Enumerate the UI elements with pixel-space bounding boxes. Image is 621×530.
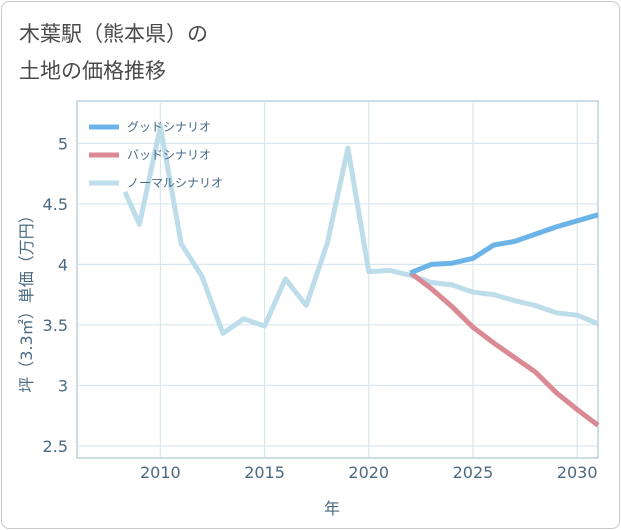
- y-tick-labels: 2.5 3 3.5 4 4.5 5: [43, 134, 68, 456]
- y-tick-label: 3.5: [43, 316, 68, 335]
- y-tick-label: 4: [58, 255, 68, 274]
- y-axis-label: 坪（3.3㎡）単価（万円）: [17, 207, 36, 392]
- x-tick-label: 2020: [348, 463, 389, 482]
- series-line-2: [122, 123, 599, 336]
- x-tick-label: 2025: [453, 463, 494, 482]
- y-tick-label: 2.5: [43, 437, 68, 456]
- x-axis-label: 年: [324, 499, 340, 518]
- series-lines: [122, 123, 600, 428]
- series-line-0: [409, 212, 599, 276]
- plot-area: [76, 100, 599, 459]
- x-tick-label: 2030: [557, 463, 598, 482]
- grid-lines: [77, 101, 598, 458]
- chart-title-line1: 木葉駅（熊本県）の: [19, 22, 208, 46]
- x-tick-label: 2015: [244, 463, 285, 482]
- series-line-1: [408, 270, 600, 428]
- y-tick-label: 5: [58, 134, 68, 153]
- x-tick-label: 2010: [140, 463, 181, 482]
- x-tick-labels: 2010 2015 2020 2025 2030: [140, 463, 598, 482]
- y-tick-label: 3: [58, 376, 68, 395]
- legend-label: バッドシナリオ: [127, 148, 211, 162]
- chart-title-line2: 土地の価格推移: [19, 59, 166, 83]
- legend-label: ノーマルシナリオ: [127, 176, 223, 190]
- legend-label: グッドシナリオ: [127, 120, 211, 134]
- y-tick-label: 4.5: [43, 195, 68, 214]
